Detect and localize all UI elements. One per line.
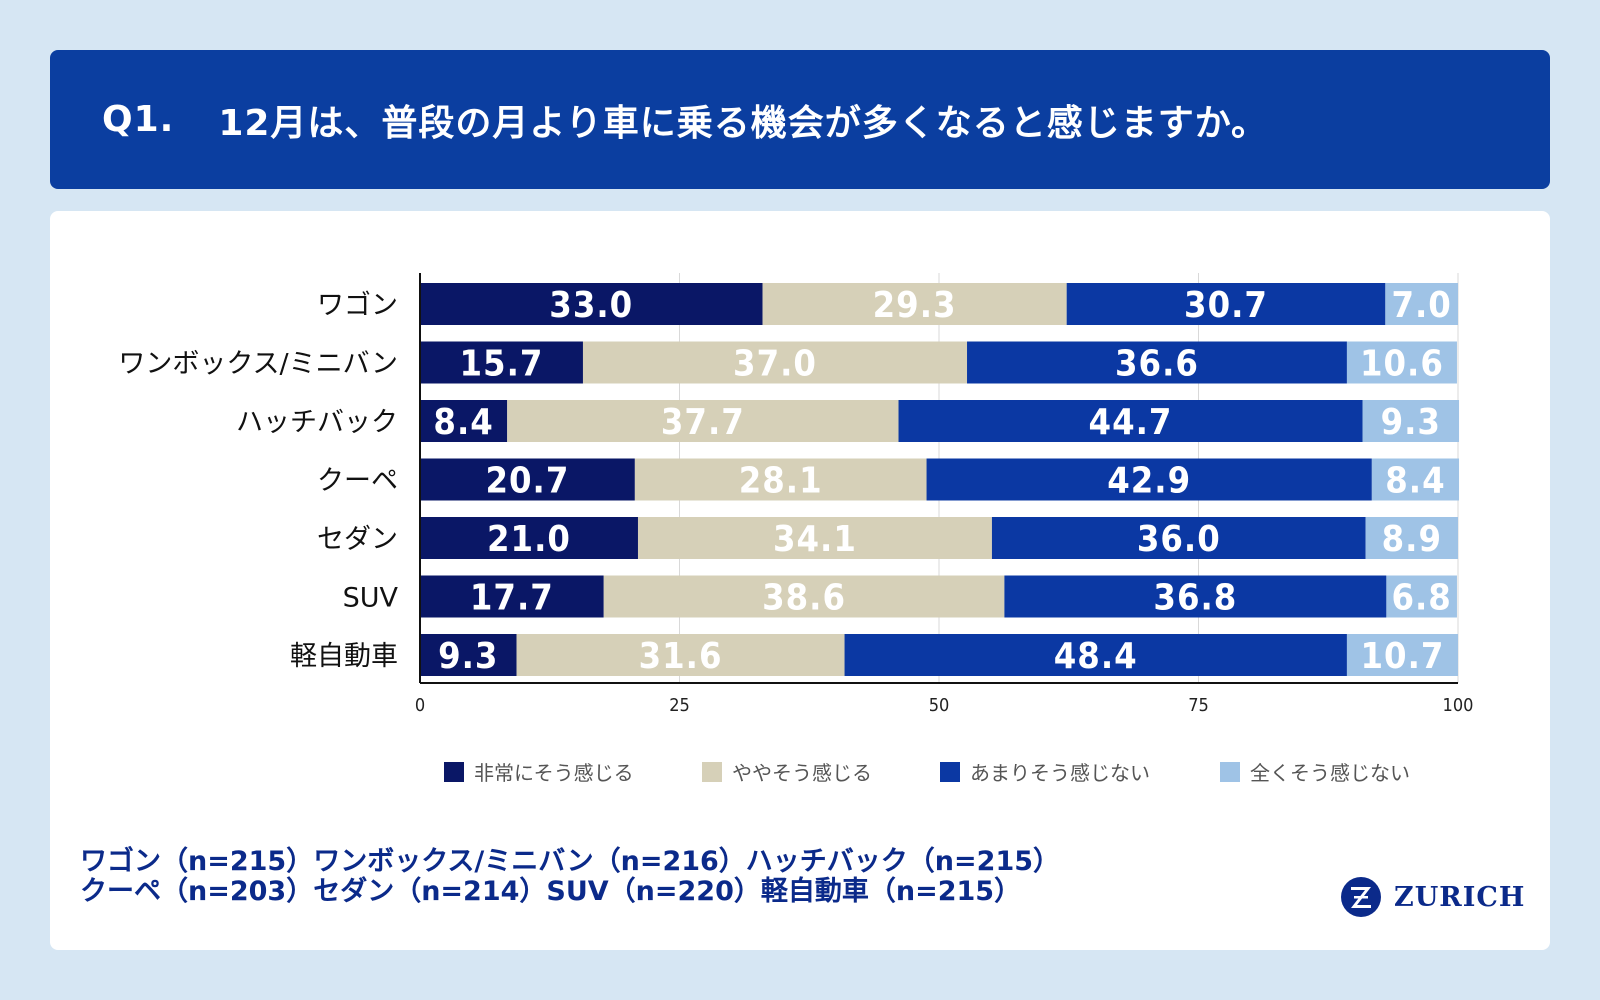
bar-segment xyxy=(1004,575,1387,618)
bar-segment xyxy=(420,575,604,618)
sample-size-footnote: ワゴン（n=215）ワンボックス/ミニバン（n=216）ハッチバック（n=215… xyxy=(80,847,1060,907)
bar-segment xyxy=(762,283,1067,325)
data-label: 44.7 xyxy=(1089,402,1173,443)
data-label: 21.0 xyxy=(487,519,571,560)
legend-label-3: あまりそう感じない xyxy=(970,761,1150,785)
legend-item-4: 全くそう感じない xyxy=(1220,757,1410,786)
x-tick-label-75: 75 xyxy=(1188,695,1209,716)
data-label: 8.4 xyxy=(433,402,493,443)
legend-item-3: あまりそう感じない xyxy=(940,757,1150,786)
bar-segment xyxy=(420,283,763,325)
data-label: 9.3 xyxy=(1381,402,1441,443)
category-label: ハッチバック xyxy=(236,407,398,438)
question-text: 12月は、普段の月より車に乗る機会が多くなると感じますか。 xyxy=(218,102,1268,144)
legend-label-4: 全くそう感じない xyxy=(1250,761,1410,785)
x-tick-label-50: 50 xyxy=(929,695,950,716)
data-label: 9.3 xyxy=(438,636,498,677)
bar-segment xyxy=(1346,341,1457,384)
footnote-line-1: ワゴン（n=215）ワンボックス/ミニバン（n=216）ハッチバック（n=215… xyxy=(80,846,1061,877)
x-tick-label-25: 25 xyxy=(669,695,690,716)
bar-segment xyxy=(1362,400,1460,442)
x-tick-label-0: 0 xyxy=(415,695,425,716)
chart-legend: 非常にそう感じる ややそう感じる あまりそう感じない 全くそう感じない xyxy=(444,757,1504,787)
data-label: 36.6 xyxy=(1115,344,1199,385)
data-label: 42.9 xyxy=(1107,461,1191,502)
data-label: 36.8 xyxy=(1153,578,1237,619)
bar-segment xyxy=(1066,283,1386,325)
legend-swatch-3 xyxy=(940,761,960,782)
legend-item-1: 非常にそう感じる xyxy=(444,757,634,786)
stacked-bar-chart: 0 25 50 75 100 ワゴン 33.0 29.3 30.7 7.0 ワンボックス/ミニバン 1… xyxy=(118,273,1474,716)
data-label: 30.7 xyxy=(1184,285,1268,326)
legend-label-2: ややそう感じる xyxy=(732,761,872,785)
data-label: 6.8 xyxy=(1391,578,1451,619)
category-label: セダン xyxy=(317,524,398,555)
category-label: SUV xyxy=(343,583,399,614)
data-label: 15.7 xyxy=(460,344,544,385)
zurich-logo: ZURICH xyxy=(1340,876,1525,918)
bar-segment xyxy=(1385,283,1458,325)
bar-segment xyxy=(967,341,1347,384)
bar-segment xyxy=(991,517,1366,559)
bar-segment xyxy=(1365,517,1458,559)
question-number: Q1. xyxy=(102,99,175,140)
data-label: 37.0 xyxy=(733,344,817,385)
data-label: 48.4 xyxy=(1054,636,1138,677)
bar-segment xyxy=(420,400,508,442)
bar-segment xyxy=(844,634,1347,676)
legend-swatch-1 xyxy=(444,761,464,782)
data-label: 8.4 xyxy=(1385,461,1445,502)
legend-item-2: ややそう感じる xyxy=(702,757,872,786)
zurich-z-icon xyxy=(1341,877,1381,917)
question-header: Q1. 12月は、普段の月より車に乗る機会が多くなると感じますか。 xyxy=(50,50,1550,189)
bar-segment xyxy=(637,517,992,559)
bar-segment xyxy=(926,458,1372,501)
data-label: 10.6 xyxy=(1360,344,1444,385)
zurich-wordmark: ZURICH xyxy=(1394,881,1526,913)
bar-segment xyxy=(603,575,1005,618)
bar-segment xyxy=(582,341,968,384)
bar-segment xyxy=(1346,634,1458,676)
bar-segment xyxy=(420,517,638,559)
category-label: ワンボックス/ミニバン xyxy=(118,349,398,380)
data-label: 31.6 xyxy=(639,636,723,677)
footnote-line-2: クーペ（n=203）セダン（n=214）SUV（n=220）軽自動車（n=215… xyxy=(80,876,1022,907)
data-label: 10.7 xyxy=(1361,636,1445,677)
bar-segment xyxy=(1371,458,1460,501)
bar-segment xyxy=(898,400,1363,442)
bar-segment xyxy=(516,634,845,676)
data-label: 8.9 xyxy=(1382,519,1442,560)
data-label: 36.0 xyxy=(1137,519,1221,560)
data-label: 38.6 xyxy=(762,578,846,619)
legend-swatch-4 xyxy=(1220,761,1240,782)
bar-segment xyxy=(634,458,927,501)
x-tick-label-100: 100 xyxy=(1443,695,1474,716)
bar-segment xyxy=(420,458,635,501)
data-label: 17.7 xyxy=(470,578,554,619)
data-label: 28.1 xyxy=(739,461,823,502)
category-label: 軽自動車 xyxy=(290,641,398,672)
data-label: 37.7 xyxy=(661,402,745,443)
data-label: 29.3 xyxy=(873,285,957,326)
chart-card: 0 25 50 75 100 ワゴン 33.0 29.3 30.7 7.0 ワンボックス/ミニバン 1… xyxy=(50,211,1550,950)
bar-segment xyxy=(420,341,583,384)
bar-segment xyxy=(420,634,517,676)
legend-label-1: 非常にそう感じる xyxy=(474,761,634,785)
bar-segment xyxy=(507,400,899,442)
bar-segment xyxy=(1386,575,1457,618)
data-label: 33.0 xyxy=(549,285,633,326)
data-label: 34.1 xyxy=(773,519,857,560)
category-label: クーペ xyxy=(317,466,398,497)
data-label: 7.0 xyxy=(1391,285,1451,326)
data-label: 20.7 xyxy=(485,461,569,502)
category-label: ワゴン xyxy=(317,290,398,321)
legend-swatch-2 xyxy=(702,761,722,782)
